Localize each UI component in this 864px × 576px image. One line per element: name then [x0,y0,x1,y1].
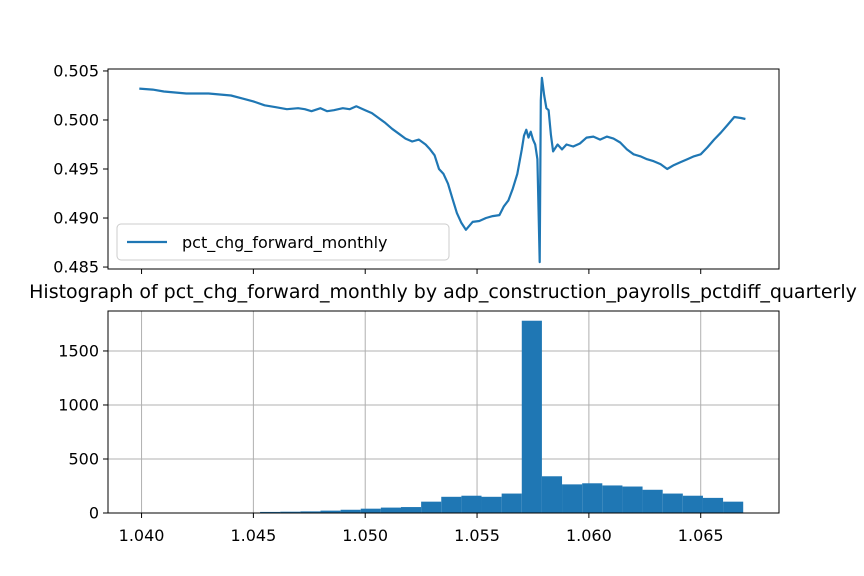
histogram-title: Histograph of pct_chg_forward_monthly by… [29,281,857,303]
histogram-bar [642,489,663,513]
x-tick-label: 1.055 [454,526,500,545]
x-tick-label: 1.065 [678,526,724,545]
line-chart-y-ticks: 0.485 0.490 0.495 0.500 0.505 [53,61,108,277]
histogram-x-ticks: 1.040 1.045 1.050 1.055 1.060 1.065 [119,513,724,545]
line-chart-axes: 0.485 0.490 0.495 0.500 0.505 pct_chg_forwar… [53,61,780,277]
histogram-y-ticks: 0 500 1000 1500 [58,341,108,523]
x-tick-label: 1.050 [342,526,388,545]
histogram-bar [662,493,683,513]
y-tick-label: 0.490 [53,209,99,228]
y-tick-label: 0.485 [53,258,99,277]
x-tick-label: 1.040 [119,526,165,545]
histogram-bar [441,496,462,513]
histogram-bar [401,507,422,513]
histogram-bar [682,495,703,513]
histogram-bar [602,485,623,513]
histogram-bar [421,501,442,513]
histogram-bar [541,476,563,513]
histogram-bars [139,320,744,513]
histogram-bar [280,511,301,513]
y-tick-label: 0 [89,504,99,523]
histogram-bar [521,320,542,513]
y-tick-label: 1500 [58,341,99,360]
histogram-axes: Histograph of pct_chg_forward_monthly by… [29,281,857,545]
histogram-bar [340,509,361,513]
x-tick-label: 1.060 [566,526,612,545]
series-line-0 [139,76,746,264]
legend-box [116,223,450,261]
histogram-bar [562,484,583,513]
histogram-bar [260,511,281,513]
y-tick-label: 0.505 [53,61,99,80]
histogram-plot-area [108,311,779,513]
histogram-bar [702,497,724,513]
histogram-bar [501,493,522,513]
histogram-bar [622,486,643,513]
y-tick-label: 500 [68,449,99,468]
line-chart-legend: pct_chg_forward_monthly [116,223,450,261]
y-tick-label: 1000 [58,395,99,414]
y-tick-label: 0.500 [53,110,99,129]
histogram-bar [723,501,744,513]
histogram-bar [380,507,401,513]
histogram-bar [582,483,603,513]
line-chart-series [139,76,746,264]
line-chart-x-ticks [141,269,702,274]
legend-label: pct_chg_forward_monthly [182,233,388,253]
histogram-bar [481,496,502,513]
histogram-bar [300,511,321,513]
histogram-bar [320,510,341,513]
x-tick-label: 1.045 [230,526,276,545]
histogram-frame [107,310,780,514]
histogram-bar [360,508,381,513]
histogram-bar [461,495,482,513]
y-tick-label: 0.495 [53,160,99,179]
